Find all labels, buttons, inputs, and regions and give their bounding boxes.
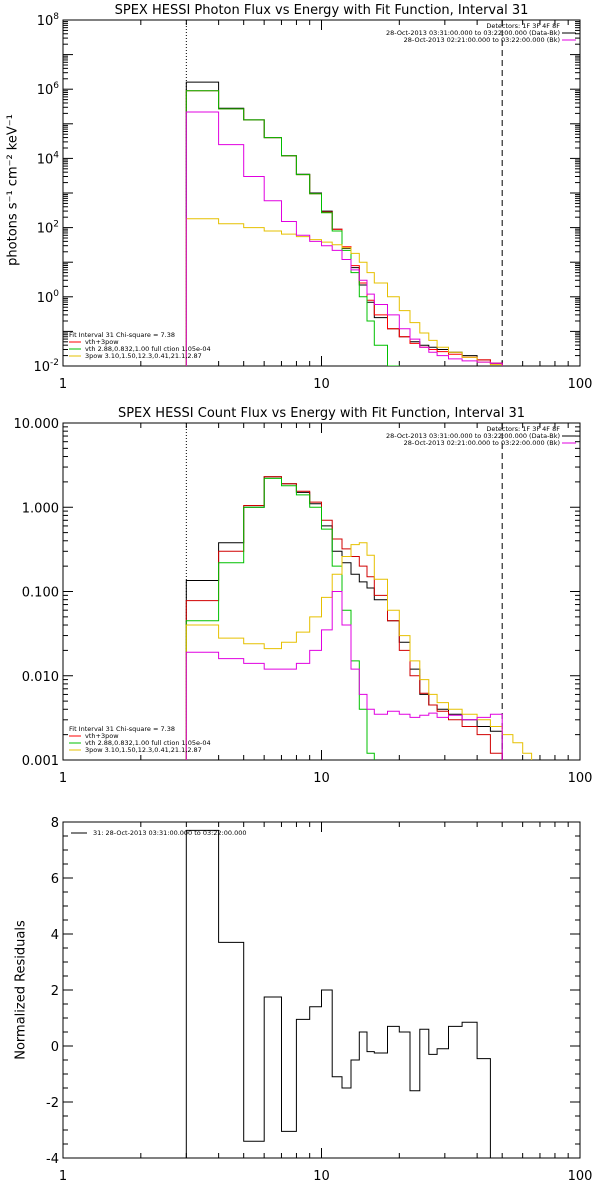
x-tick-label: 1 — [59, 1169, 67, 1184]
x-tick-label: 1 — [59, 377, 67, 392]
y-tick-label: 10.000 — [14, 417, 60, 432]
legend-bottom-entry: 3pow 3.10,1.50,12.3,0.41,21.1,2.87 — [85, 352, 202, 360]
legend-top-entry: 31: 28-Oct-2013 03:31:00.000 to 03:22:00… — [93, 829, 247, 837]
chart-panel-1: SPEX HESSI Photon Flux vs Energy with Fi… — [6, 3, 593, 392]
y-tick-label: -4 — [46, 1152, 59, 1167]
series-1-step-line — [185, 90, 503, 366]
x-tick-label: 100 — [568, 1169, 593, 1184]
y-tick-base: 10 — [37, 291, 54, 306]
series-0-step-line — [185, 81, 503, 366]
chart-title: SPEX HESSI Photon Flux vs Energy with Fi… — [115, 3, 529, 18]
y-tick-exponent: 4 — [53, 150, 59, 160]
legend-top-entry: 28-Oct-2013 03:31:00.000 to 03:22:00.000… — [386, 29, 560, 37]
legend-top-header: Detectors: 1F 3F 4F 8F — [486, 22, 560, 30]
y-tick-label: 0.001 — [22, 754, 59, 769]
y-tick-label: 8 — [51, 816, 59, 831]
legend-top-entry: 28-Oct-2013 02:21:00.000 to 03:22:00.000… — [404, 439, 560, 447]
plot-data — [185, 20, 503, 366]
legend-bottom-entry: vth+3pow — [85, 338, 119, 346]
legend-bottom-header: Fit Interval 31 Chi-square = 7.38 — [69, 331, 175, 339]
series-3-step-line — [185, 218, 503, 366]
y-tick-label: 100 — [37, 289, 60, 306]
y-tick-label: 102 — [37, 220, 59, 237]
y-tick-base: 10 — [37, 152, 54, 167]
chart-title: SPEX HESSI Count Flux vs Energy with Fit… — [118, 406, 525, 421]
y-tick-base: 10 — [37, 222, 54, 237]
plot-data — [185, 423, 533, 760]
x-tick-label: 100 — [568, 377, 593, 392]
y-tick-label: 108 — [37, 12, 60, 29]
y-tick-label: 0 — [51, 1040, 59, 1055]
y-tick-label: 104 — [37, 150, 60, 167]
series-4-step-line — [185, 111, 503, 366]
y-tick-exponent: 8 — [53, 12, 59, 22]
legend-bottom-entry: vth 2.88,0.832,1.00 full ction 1.05e-04 — [85, 739, 211, 747]
series-1-step-line — [185, 476, 503, 760]
series-3-step-line — [185, 542, 533, 760]
legend-top-header: Detectors: 1F 3F 4F 8F — [486, 425, 560, 433]
x-tick-label: 10 — [313, 1169, 330, 1184]
y-tick-label: 10-2 — [33, 358, 59, 375]
y-tick-exponent: 2 — [53, 220, 59, 230]
x-tick-label: 100 — [568, 771, 593, 786]
series-0-step-line — [185, 476, 503, 760]
y-tick-label: 106 — [37, 81, 60, 98]
legend-bottom-entry: 3pow 3.10,1.50,12.3,0.41,21.1,2.87 — [85, 746, 202, 754]
y-tick-label: -2 — [46, 1096, 59, 1111]
y-tick-label: 1.000 — [22, 501, 59, 516]
y-tick-label: 0.010 — [22, 670, 59, 685]
legend-bottom-entry: vth 2.88,0.832,1.00 full ction 1.05e-04 — [85, 345, 211, 353]
series-4-step-line — [185, 591, 503, 760]
chart-panel-3: 1 10 100 -4 -2 0 2 4 6 8 Normalized Residuals 31: 2… — [14, 816, 593, 1184]
y-tick-label: 6 — [51, 872, 59, 887]
y-tick-label: 2 — [51, 984, 59, 999]
legend-bottom-entry: vth+3pow — [85, 732, 119, 740]
y-tick-label: 0.100 — [22, 586, 59, 601]
y-tick-label: 4 — [51, 928, 59, 943]
chart-panel-2: SPEX HESSI Count Flux vs Energy with Fit… — [14, 406, 593, 786]
x-tick-label: 1 — [59, 771, 67, 786]
series-0-step-line — [185, 829, 491, 1158]
legend-top-entry: 28-Oct-2013 03:31:00.000 to 03:22:00.000… — [386, 432, 560, 440]
y-tick-exponent: -2 — [50, 358, 59, 368]
y-axis-label: photons s⁻¹ cm⁻² keV⁻¹ — [6, 114, 21, 266]
y-tick-exponent: 6 — [53, 81, 59, 91]
y-tick-exponent: 0 — [53, 289, 59, 299]
x-tick-label: 10 — [313, 771, 330, 786]
y-tick-base: 10 — [37, 83, 54, 98]
plot-data — [185, 829, 491, 1158]
x-tick-label: 10 — [313, 377, 330, 392]
legend-bottom-header: Fit Interval 31 Chi-square = 7.38 — [69, 725, 175, 733]
y-tick-base: 10 — [37, 14, 54, 29]
y-axis-label: Normalized Residuals — [14, 920, 29, 1060]
legend-top-entry: 28-Oct-2013 02:21:00.000 to 03:22:00.000… — [404, 36, 560, 44]
series-2-step-line — [185, 477, 375, 760]
y-tick-base: 10 — [33, 360, 50, 375]
series-2-step-line — [185, 90, 400, 366]
